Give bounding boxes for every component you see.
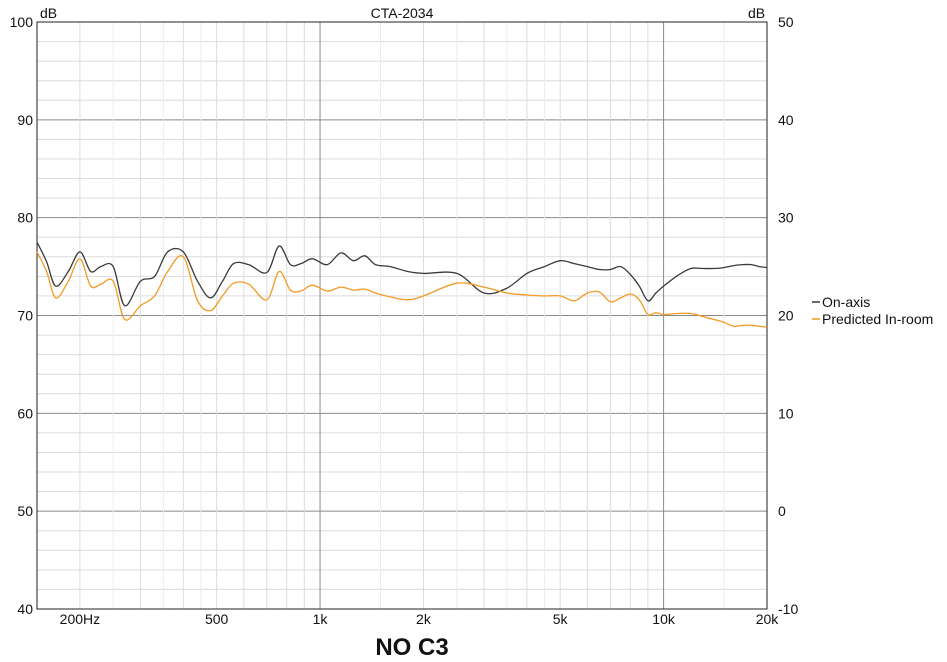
series-line-on-axis xyxy=(36,241,768,307)
grid xyxy=(36,21,768,610)
left-axis-unit: dB xyxy=(40,5,57,21)
x-tick-label: 2k xyxy=(416,611,432,627)
x-tick-label: 20k xyxy=(756,611,780,627)
y-left-tick-label: 70 xyxy=(17,308,33,324)
y-left-tick-label: 100 xyxy=(10,14,34,30)
y-left-tick-label: 40 xyxy=(17,601,33,617)
x-tick-label: 200Hz xyxy=(60,611,100,627)
right-axis-unit: dB xyxy=(748,5,765,21)
chart-title: CTA-2034 xyxy=(371,5,434,21)
x-tick-label: 5k xyxy=(553,611,569,627)
y-left-tick-label: 50 xyxy=(17,503,33,519)
series-line-predicted-in-room xyxy=(36,251,768,328)
y-left-tick-label: 80 xyxy=(17,210,33,226)
legend-label: On-axis xyxy=(822,294,870,310)
y-right-tick-label: 20 xyxy=(778,308,794,324)
x-tick-label: 1k xyxy=(313,611,329,627)
tick-labels: 200Hz 500 1k 2k 5k 10k 20k10090807060504050403… xyxy=(10,14,799,627)
y-right-tick-label: 50 xyxy=(778,14,794,30)
y-left-tick-label: 60 xyxy=(17,405,33,421)
plot-frame xyxy=(36,21,768,610)
x-tick-label: 500 xyxy=(205,611,229,627)
legend-label: Predicted In-room xyxy=(822,311,933,327)
chart-caption: NO C3 xyxy=(375,634,448,661)
y-right-tick-label: 10 xyxy=(778,405,794,421)
x-tick-label: 10k xyxy=(652,611,676,627)
y-right-tick-label: -10 xyxy=(778,601,798,617)
series-group xyxy=(36,241,768,328)
y-right-tick-label: 30 xyxy=(778,210,794,226)
y-right-tick-label: 0 xyxy=(778,503,786,519)
y-left-tick-label: 90 xyxy=(17,112,33,128)
y-right-tick-label: 40 xyxy=(778,112,794,128)
